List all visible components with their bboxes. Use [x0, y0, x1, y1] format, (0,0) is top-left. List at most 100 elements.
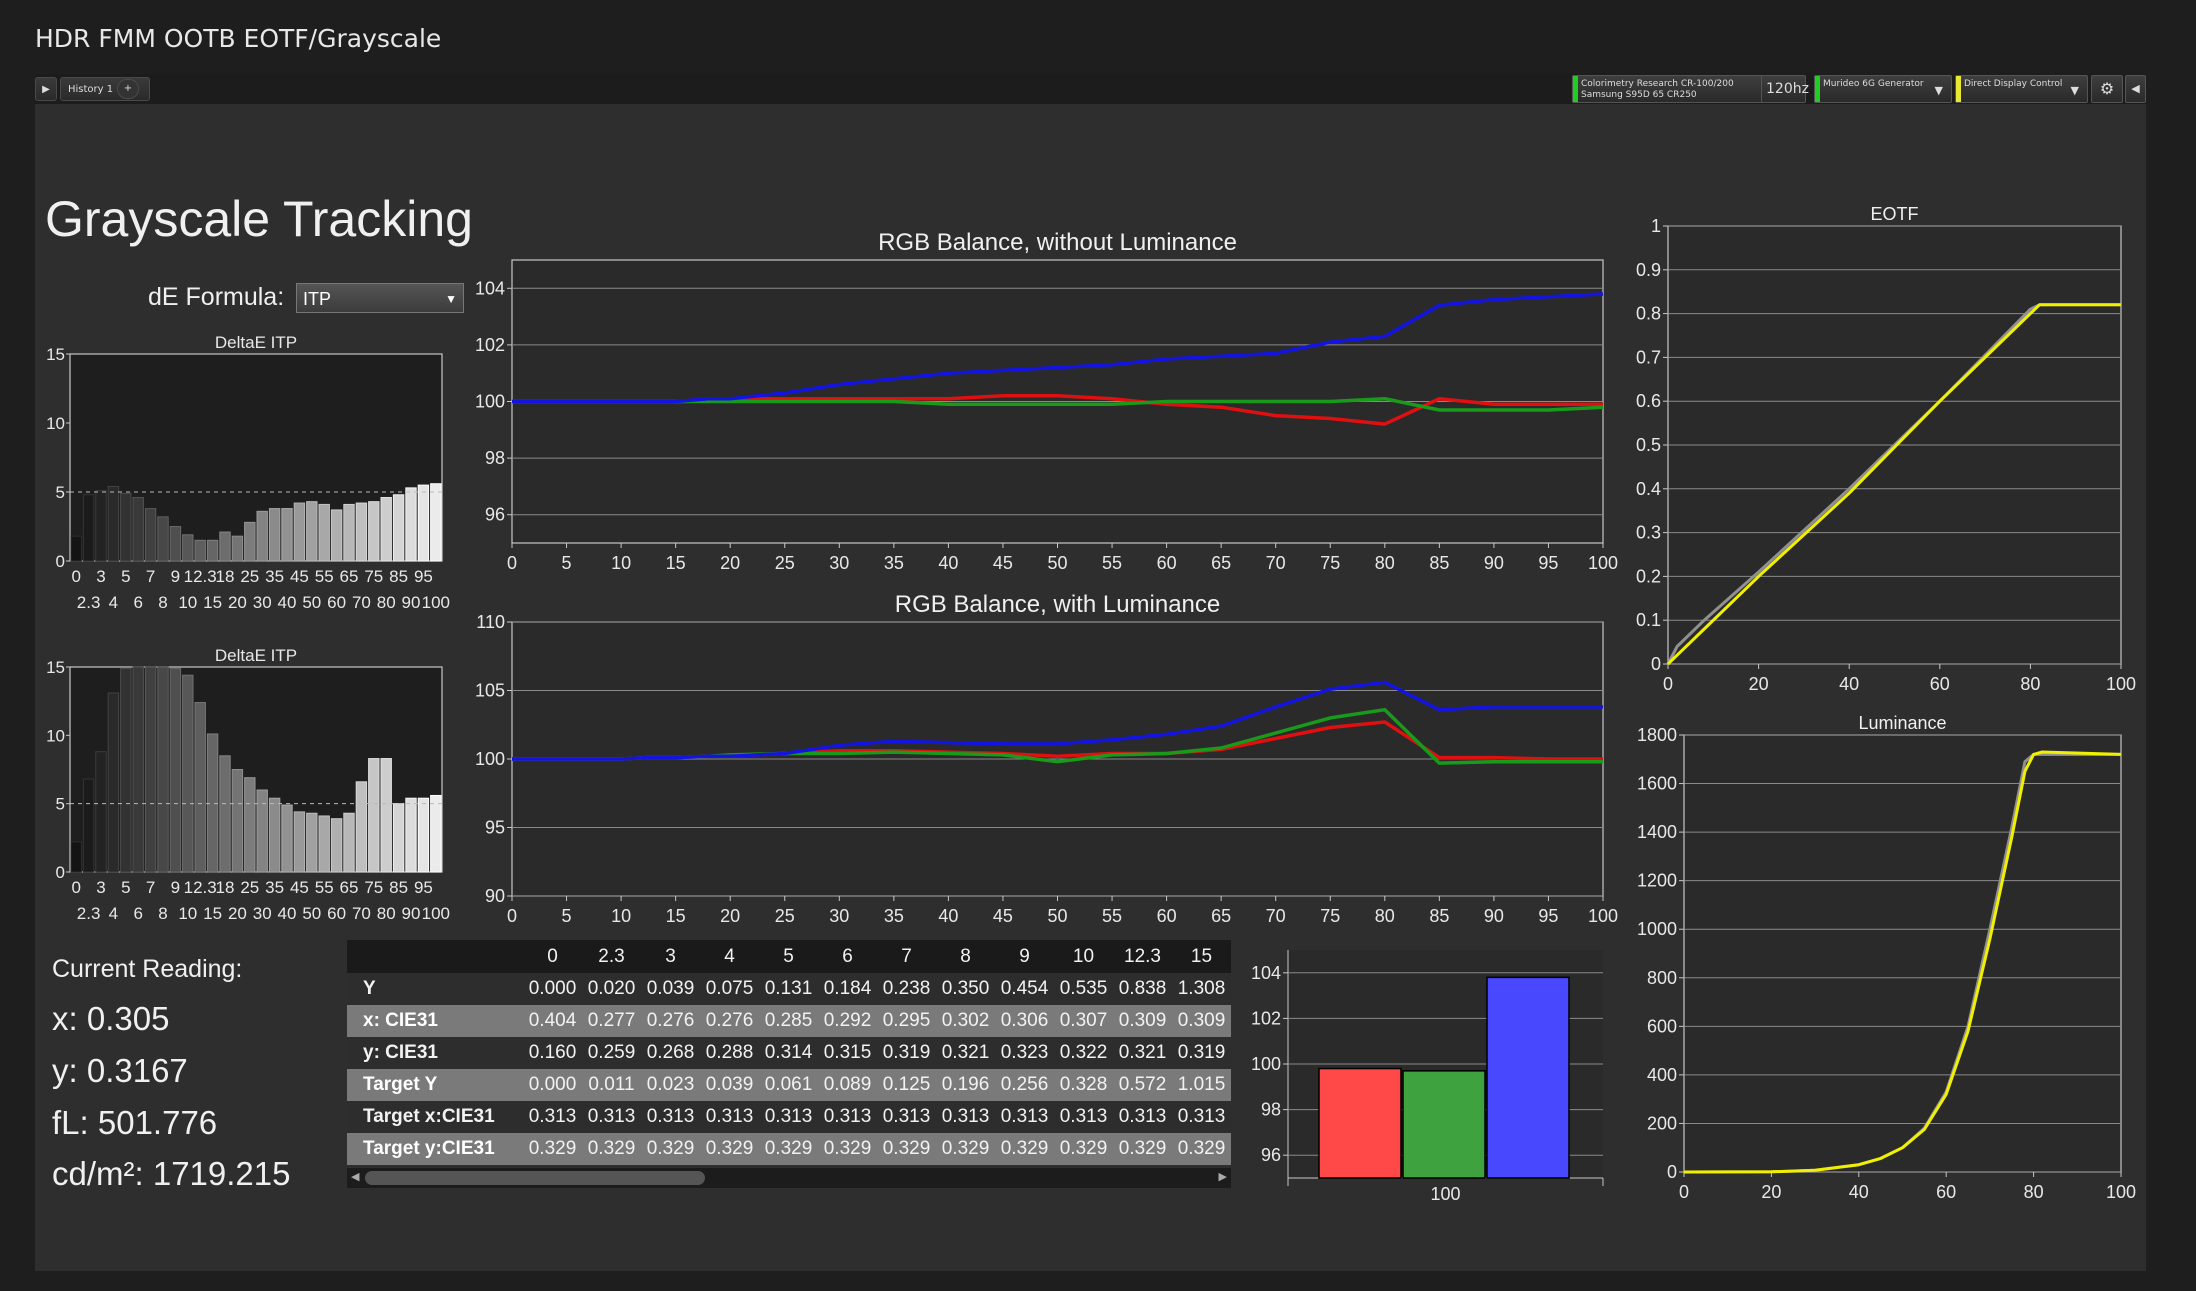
table-cell: 0.039 — [700, 1069, 759, 1101]
table-cell: 0.309 — [1113, 1005, 1172, 1037]
table-horizontal-scrollbar[interactable]: ◀ ▶ — [347, 1168, 1231, 1188]
table-cell: 0.276 — [700, 1005, 759, 1037]
table-cell: 0.329 — [936, 1133, 995, 1165]
generator-selector[interactable]: Murideo 6G Generator ▼ — [1814, 75, 1952, 103]
measurement-table: 0 2.3 3 4 5 6 7 8 9 10 12.3 15 Y 0.000 0.020 0.039 0.075… — [347, 940, 1231, 1165]
table-cell: 0.285 — [759, 1005, 818, 1037]
table-cell: 0.315 — [818, 1037, 877, 1069]
table-cell: 0.020 — [582, 973, 641, 1005]
chevron-down-icon: ▼ — [2070, 84, 2079, 97]
current-reading-cdm2: cd/m²: 1719.215 — [52, 1155, 291, 1192]
generator-status-indicator — [1815, 76, 1820, 102]
table-row: Y 0.000 0.020 0.039 0.075 0.131 0.184 0.238 0.35… — [347, 973, 1231, 1005]
table-cell: 0.061 — [759, 1069, 818, 1101]
table-cell: 0.277 — [582, 1005, 641, 1037]
display-control-status-indicator — [1956, 76, 1961, 102]
add-tab-button[interactable]: + — [117, 79, 139, 99]
table-cell: 0.238 — [877, 973, 936, 1005]
table-cell: 0.329 — [818, 1133, 877, 1165]
row-label: Y — [347, 973, 523, 1005]
table-cell: 0.322 — [1054, 1037, 1113, 1069]
table-cell: 0.011 — [582, 1069, 641, 1101]
table-cell: 0.329 — [1054, 1133, 1113, 1165]
scrollbar-thumb[interactable] — [365, 1171, 705, 1185]
display-control-selector[interactable]: Direct Display Control ▼ — [1955, 75, 2088, 103]
meter-selector[interactable]: Colorimetry Research CR-100/200 Samsung … — [1572, 75, 1792, 103]
table-cell: 0.313 — [877, 1101, 936, 1133]
table-cell: 1.308 — [1172, 973, 1231, 1005]
table-cell: 0.313 — [641, 1101, 700, 1133]
display-control-name: Direct Display Control — [1964, 79, 2063, 89]
table-cell: 0.321 — [936, 1037, 995, 1069]
table-cell: 0.329 — [582, 1133, 641, 1165]
table-cell: 0.350 — [936, 973, 995, 1005]
table-cell: 0.259 — [582, 1037, 641, 1069]
settings-button[interactable]: ⚙ — [2091, 75, 2123, 103]
row-label: Target Y — [347, 1069, 523, 1101]
table-row: x: CIE31 0.404 0.277 0.276 0.276 0.285 0.292 0.… — [347, 1005, 1231, 1037]
table-cell: 0.313 — [1054, 1101, 1113, 1133]
table-cell: 0.313 — [1113, 1101, 1172, 1133]
table-cell: 0.160 — [523, 1037, 582, 1069]
table-cell: 0.131 — [759, 973, 818, 1005]
panel-toggle-button[interactable]: ▶ — [35, 77, 57, 101]
table-cell: 0.404 — [523, 1005, 582, 1037]
de-formula-label: dE Formula: — [148, 283, 285, 311]
plus-icon: + — [123, 83, 133, 94]
table-cell: 0.313 — [818, 1101, 877, 1133]
row-label: Target x:CIE31 — [347, 1101, 523, 1133]
collapse-button[interactable]: ◀ — [2125, 75, 2146, 103]
current-reading-x: x: 0.305 — [52, 1000, 170, 1037]
table-cell: 0.268 — [641, 1037, 700, 1069]
table-cell: 0.125 — [877, 1069, 936, 1101]
column-header: 8 — [936, 940, 995, 973]
table-row: Target x:CIE31 0.313 0.313 0.313 0.313 0.313 0… — [347, 1101, 1231, 1133]
table-cell: 0.329 — [641, 1133, 700, 1165]
gear-icon: ⚙ — [2099, 79, 2115, 98]
column-header: 15 — [1172, 940, 1231, 973]
table-cell: 0.535 — [1054, 973, 1113, 1005]
table-cell: 0.319 — [877, 1037, 936, 1069]
page-title: Grayscale Tracking — [45, 191, 473, 247]
table-cell: 0.075 — [700, 973, 759, 1005]
table-cell: 0.000 — [523, 973, 582, 1005]
table-cell: 0.000 — [523, 1069, 582, 1101]
table-cell: 0.276 — [641, 1005, 700, 1037]
window-title: HDR FMM OOTB EOTF/Grayscale — [35, 24, 442, 53]
table-cell: 0.292 — [818, 1005, 877, 1037]
table-cell: 0.196 — [936, 1069, 995, 1101]
table-cell: 0.313 — [582, 1101, 641, 1133]
generator-name: Murideo 6G Generator — [1823, 79, 1924, 89]
table-cell: 0.313 — [700, 1101, 759, 1133]
column-header: 12.3 — [1113, 940, 1172, 973]
column-header: 5 — [759, 940, 818, 973]
current-reading-y: y: 0.3167 — [52, 1052, 188, 1089]
table-row: Target y:CIE31 0.329 0.329 0.329 0.329 0.329 0… — [347, 1133, 1231, 1165]
column-header: 10 — [1054, 940, 1113, 973]
meter-name: Colorimetry Research CR-100/200 — [1581, 79, 1734, 89]
column-header: 6 — [818, 940, 877, 973]
table-row: y: CIE31 0.160 0.259 0.268 0.288 0.314 0.315 0.… — [347, 1037, 1231, 1069]
table-cell: 0.329 — [1113, 1133, 1172, 1165]
table-cell: 0.329 — [877, 1133, 936, 1165]
table-cell: 0.329 — [523, 1133, 582, 1165]
table-cell: 1.015 — [1172, 1069, 1231, 1101]
table-cell: 0.307 — [1054, 1005, 1113, 1037]
display-name: Samsung S95D 65 CR250 — [1581, 90, 1697, 100]
scroll-left-icon[interactable]: ◀ — [351, 1170, 360, 1183]
column-header: 9 — [995, 940, 1054, 973]
table-cell: 0.256 — [995, 1069, 1054, 1101]
table-cell: 0.039 — [641, 973, 700, 1005]
table-cell: 0.572 — [1113, 1069, 1172, 1101]
refresh-rate-label: 120hz — [1761, 75, 1809, 103]
row-label: Target y:CIE31 — [347, 1133, 523, 1165]
toolbar: ▶ History 1 + Colorimetry Research CR-10… — [35, 74, 2146, 104]
table-cell: 0.314 — [759, 1037, 818, 1069]
scroll-right-icon[interactable]: ▶ — [1218, 1170, 1227, 1183]
table-row: Target Y 0.000 0.011 0.023 0.039 0.061 0.089 0.… — [347, 1069, 1231, 1101]
table-cell: 0.309 — [1172, 1005, 1231, 1037]
table-cell: 0.306 — [995, 1005, 1054, 1037]
table-cell: 0.329 — [995, 1133, 1054, 1165]
de-formula-select[interactable]: ITP ▼ — [296, 283, 464, 313]
table-cell: 0.319 — [1172, 1037, 1231, 1069]
